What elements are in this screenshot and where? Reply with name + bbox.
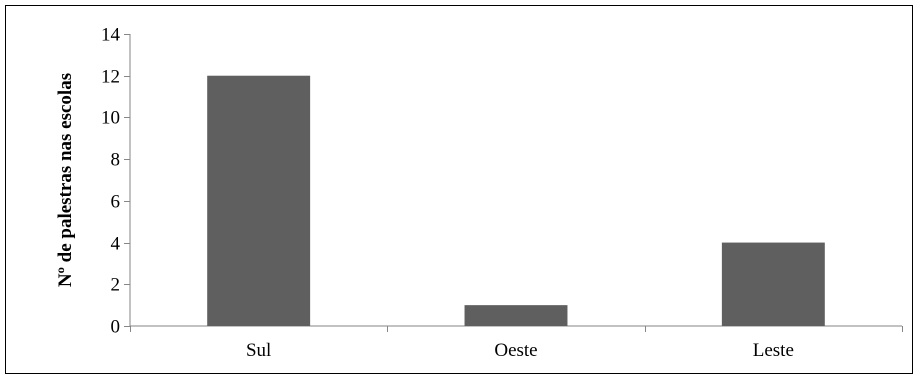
y-axis-title: Nº de palestras nas escolas [55, 73, 76, 287]
x-tick-label: Sul [246, 340, 271, 361]
tick-labels: 0 2 4 6 8 10 12 14 Sul Oeste Leste [101, 25, 794, 362]
bar-leste [721, 242, 825, 326]
bars [207, 75, 825, 326]
x-tick-label: Leste [753, 340, 794, 361]
y-tick-label: 12 [101, 67, 120, 88]
y-tick-label: 8 [111, 150, 121, 171]
bar-sul [207, 75, 311, 326]
y-tick-label: 4 [111, 234, 121, 255]
y-tick-label: 0 [111, 317, 121, 338]
y-tick-label: 10 [101, 108, 120, 129]
y-tick-label: 14 [101, 25, 121, 46]
y-tick-label: 6 [111, 192, 121, 213]
bar-oeste [464, 305, 568, 326]
x-tick-label: Oeste [494, 340, 537, 361]
y-tick-label: 2 [111, 275, 121, 296]
